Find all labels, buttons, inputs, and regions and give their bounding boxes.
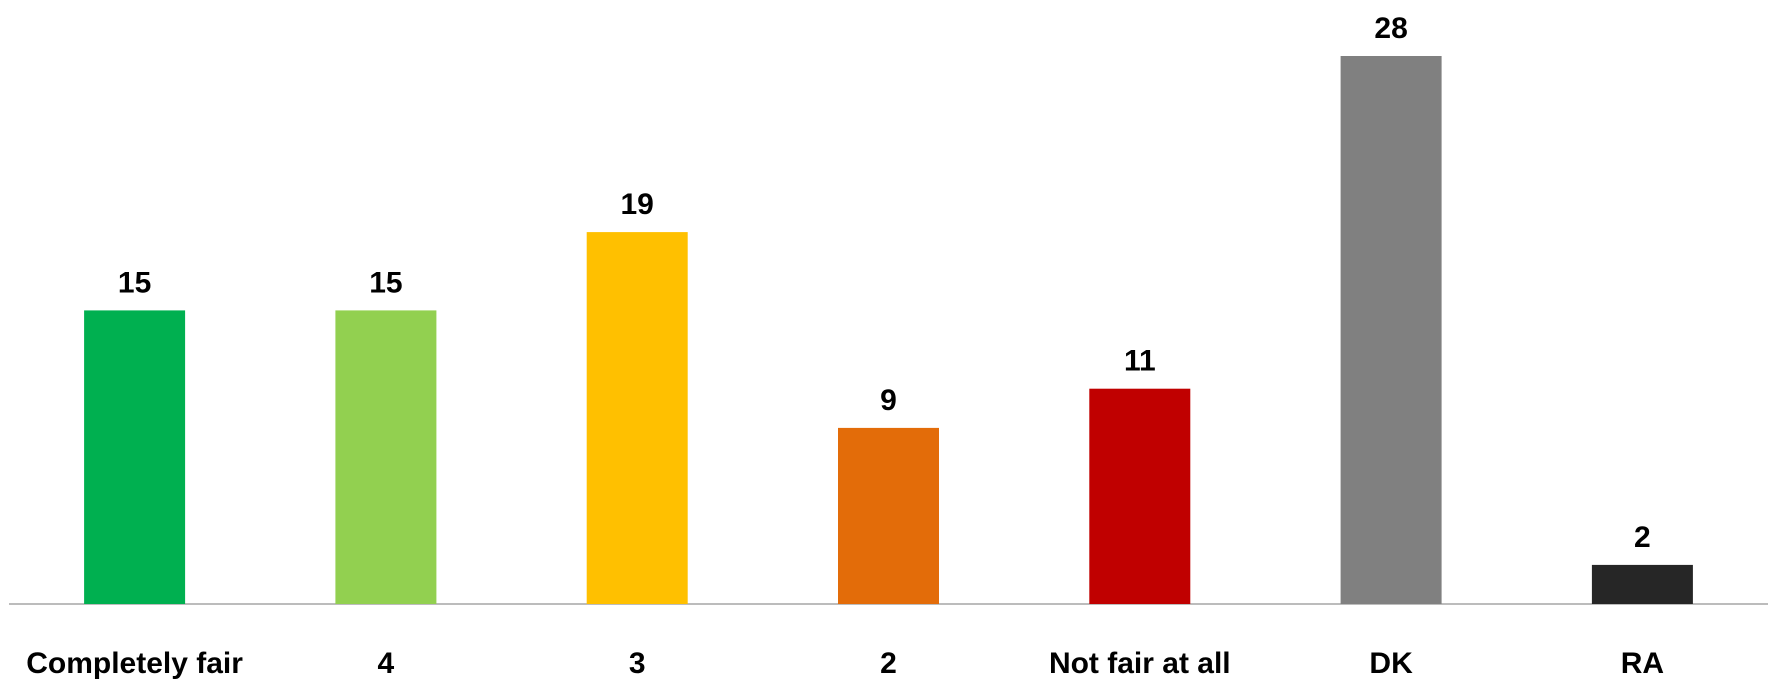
category-label-ra: RA xyxy=(1621,647,1664,680)
data-label-4: 15 xyxy=(369,266,402,299)
bar-4 xyxy=(335,310,437,604)
bar-dk xyxy=(1340,56,1442,604)
category-label-3: 3 xyxy=(629,647,646,680)
category-labels-group: Completely fair 4 3 2 Not fair at all DK RA xyxy=(26,647,1664,680)
category-label-not-fair-at-all: Not fair at all xyxy=(1049,647,1231,680)
data-labels-group: 15 15 19 9 11 28 2 xyxy=(118,12,1651,554)
category-label-dk: DK xyxy=(1369,647,1413,680)
bar-not-fair-at-all xyxy=(1089,388,1191,604)
data-label-completely-fair: 15 xyxy=(118,266,151,299)
data-label-dk: 28 xyxy=(1374,12,1407,45)
bar-ra xyxy=(1591,564,1693,604)
bars-group xyxy=(84,56,1693,604)
category-label-4: 4 xyxy=(378,647,395,680)
bar-2 xyxy=(838,427,939,604)
bar-completely-fair xyxy=(84,310,186,604)
data-label-ra: 2 xyxy=(1634,521,1651,554)
category-label-completely-fair: Completely fair xyxy=(26,647,243,680)
category-label-2: 2 xyxy=(880,647,897,680)
data-label-not-fair-at-all: 11 xyxy=(1124,345,1156,378)
data-label-3: 19 xyxy=(621,188,654,221)
data-label-2: 9 xyxy=(880,384,897,417)
bar-3 xyxy=(586,232,688,604)
